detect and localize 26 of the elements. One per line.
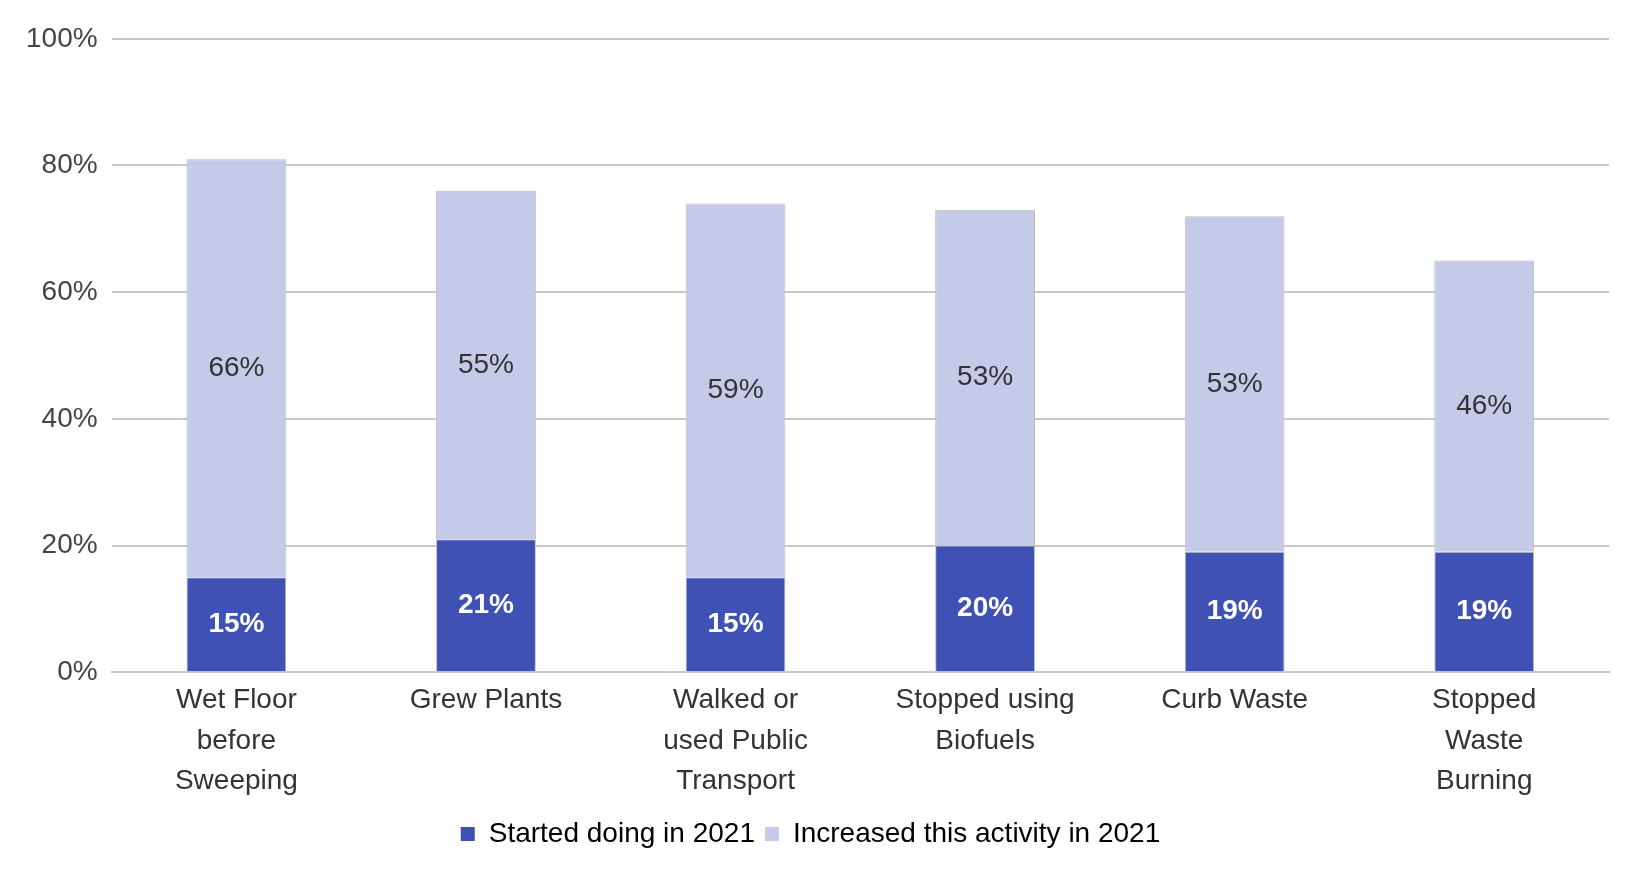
data-label: 20% [957, 591, 1014, 623]
x-tick-label: Grew Plants [409, 683, 563, 715]
y-tick-label: 80% [41, 148, 98, 180]
data-label: 19% [1206, 594, 1263, 626]
x-tick-label: Walked or used Public Transport [663, 683, 808, 796]
data-label: 15% [208, 606, 265, 638]
x-tick-label: Curb Waste [1161, 683, 1309, 715]
y-tick-label: 60% [41, 274, 98, 306]
y-tick-label: 0% [57, 654, 98, 686]
data-label: 21% [457, 587, 515, 619]
y-tick-label: 100% [25, 21, 98, 53]
data-label: 66% [208, 350, 265, 382]
data-label: 19% [1456, 594, 1513, 626]
x-tick-label: Wet Floor before Sweeping [174, 683, 298, 796]
x-tick-label: Stopped Waste Burning [1432, 683, 1537, 796]
legend-label: Increased this activity in 2021 [792, 816, 1161, 848]
data-label: 59% [707, 373, 764, 405]
x-tick-label: Stopped using Biofuels [895, 683, 1075, 755]
data-label: 53% [1206, 366, 1263, 398]
data-label: 46% [1456, 388, 1513, 420]
data-label: 15% [707, 606, 764, 638]
y-tick-label: 20% [41, 528, 98, 560]
data-label: 55% [457, 347, 514, 379]
legend-label: Started doing in 2021 [488, 816, 755, 848]
data-label: 53% [957, 360, 1014, 392]
y-tick-label: 40% [41, 401, 98, 433]
